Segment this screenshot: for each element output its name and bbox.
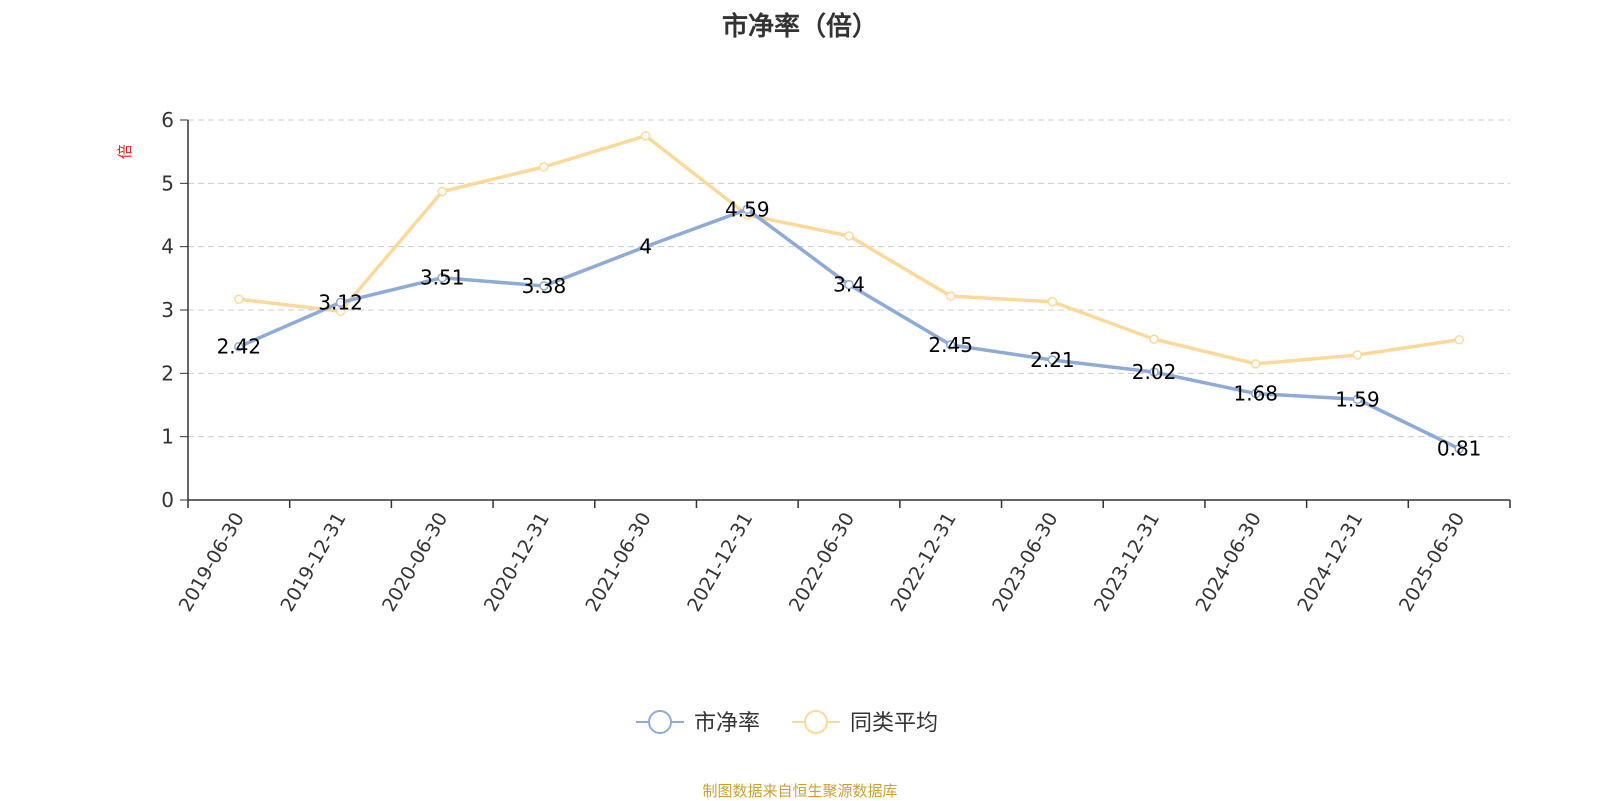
data-point-1 bbox=[234, 294, 244, 304]
data-point-1 bbox=[539, 162, 549, 172]
y-tick-label: 6 bbox=[161, 108, 174, 132]
source-note: 制图数据来自恒生聚源数据库 bbox=[702, 782, 898, 800]
legend-label: 市净率 bbox=[694, 711, 760, 736]
legend-swatch-marker bbox=[648, 710, 672, 734]
chart-title: 市净率（倍） bbox=[721, 12, 878, 42]
y-tick-label: 4 bbox=[161, 235, 174, 259]
x-tick-label: 2023-06-30 bbox=[988, 509, 1062, 616]
data-point-0 bbox=[539, 281, 549, 291]
data-label: 3.4 bbox=[833, 273, 865, 297]
data-point-1 bbox=[1352, 350, 1363, 360]
data-label: 4.59 bbox=[725, 197, 770, 221]
data-label: 2.02 bbox=[1132, 360, 1177, 384]
x-tick-label: 2021-06-30 bbox=[581, 509, 655, 616]
x-tick-label: 2020-12-31 bbox=[480, 509, 554, 616]
data-point-0 bbox=[234, 341, 244, 352]
data-point-1 bbox=[1149, 334, 1159, 344]
x-tick-label: 2024-06-30 bbox=[1192, 509, 1266, 616]
x-tick-label: 2023-12-31 bbox=[1090, 509, 1164, 616]
series-layer bbox=[234, 131, 1464, 454]
data-point-0 bbox=[742, 204, 753, 215]
data-point-0 bbox=[335, 297, 346, 308]
y-tick-label: 3 bbox=[161, 298, 174, 322]
legend-item-0[interactable]: 市净率 bbox=[636, 710, 760, 736]
data-point-0 bbox=[1251, 388, 1261, 399]
y-axis-label: 倍 bbox=[116, 144, 134, 159]
data-point-0 bbox=[1454, 443, 1464, 454]
data-label: 3.51 bbox=[420, 266, 465, 290]
y-tick-label: 2 bbox=[161, 361, 174, 385]
y-tick-label: 1 bbox=[161, 425, 174, 449]
data-point-0 bbox=[640, 241, 651, 252]
data-point-1 bbox=[945, 291, 956, 301]
data-point-1 bbox=[640, 131, 651, 141]
x-tick-label: 2022-12-31 bbox=[887, 509, 961, 616]
data-point-0 bbox=[1352, 394, 1363, 405]
x-tick-label: 2019-12-31 bbox=[276, 509, 350, 616]
gridlines bbox=[188, 119, 1510, 438]
data-label: 0.81 bbox=[1437, 437, 1482, 461]
data-label: 3.38 bbox=[522, 274, 567, 298]
data-point-0 bbox=[437, 272, 447, 283]
data-label: 4 bbox=[639, 235, 652, 259]
data-label: 2.42 bbox=[217, 335, 262, 359]
legend-label: 同类平均 bbox=[850, 711, 938, 736]
series-line-1 bbox=[237, 134, 1461, 366]
x-tick-label: 2021-12-31 bbox=[683, 509, 757, 616]
data-label: 2.45 bbox=[928, 333, 973, 357]
x-tick-label: 2020-06-30 bbox=[378, 509, 452, 616]
x-tick-label: 2025-06-30 bbox=[1395, 509, 1469, 616]
x-tick-label: 2024-12-31 bbox=[1293, 509, 1367, 616]
legend: 市净率 同类平均 bbox=[636, 710, 938, 736]
data-point-0 bbox=[1149, 367, 1159, 377]
x-tick-label: 2022-06-30 bbox=[785, 509, 859, 616]
data-label: 2.21 bbox=[1030, 348, 1075, 372]
data-label: 3.12 bbox=[318, 290, 363, 314]
y-tick-label: 5 bbox=[161, 171, 174, 195]
data-point-1 bbox=[335, 306, 346, 317]
y-tick-label: 0 bbox=[161, 488, 174, 512]
data-label: 1.68 bbox=[1234, 382, 1279, 406]
data-point-1 bbox=[437, 186, 447, 197]
series-line-0 bbox=[237, 207, 1461, 451]
data-labels: 2.42 3.12 3.51 3.38 4 4.59 3.4 2.45 2.21 2.02 1.68… bbox=[217, 197, 1482, 460]
legend-swatch-marker bbox=[804, 710, 828, 734]
data-label: 1.59 bbox=[1335, 387, 1380, 411]
data-point-0 bbox=[844, 279, 854, 290]
data-point-1 bbox=[844, 231, 854, 241]
axes: 0 1 2 3 4 5 6 2019-06-30 2019-12-31 2020-06-30 202… bbox=[116, 108, 1511, 616]
data-point-1 bbox=[1251, 359, 1261, 369]
data-point-0 bbox=[1047, 355, 1058, 365]
legend-item-1[interactable]: 同类平均 bbox=[792, 710, 938, 736]
data-point-1 bbox=[1047, 297, 1058, 307]
x-tick-label: 2019-06-30 bbox=[175, 509, 249, 616]
data-point-1 bbox=[1454, 335, 1464, 345]
data-point-0 bbox=[945, 340, 956, 350]
